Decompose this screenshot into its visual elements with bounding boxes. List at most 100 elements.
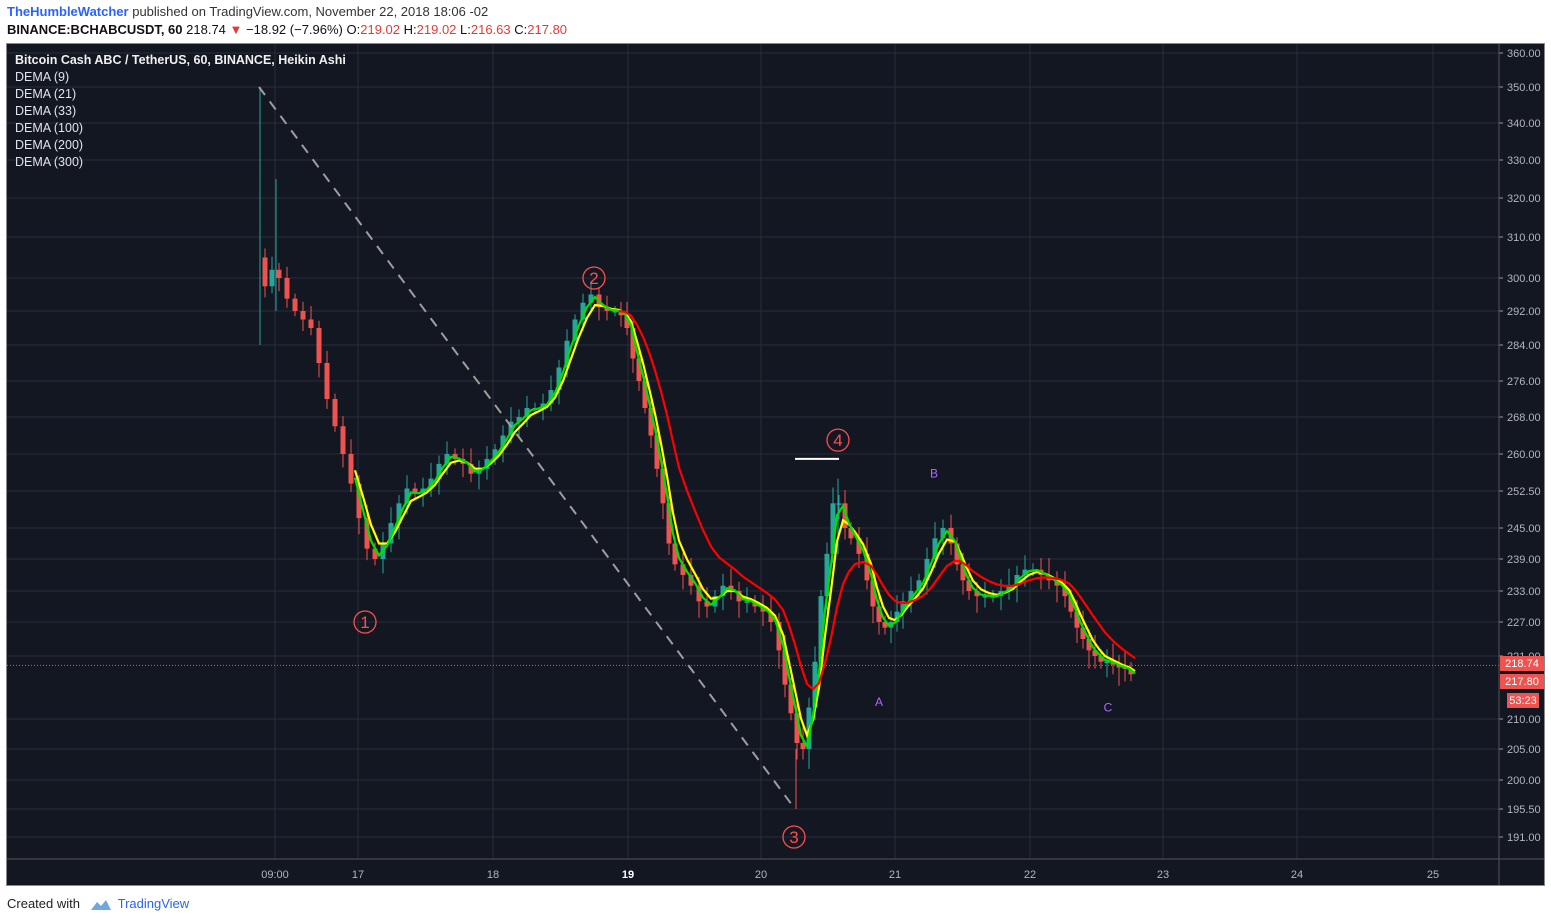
- candle-body: [636, 358, 642, 381]
- legend-overlay: Bitcoin Cash ABC / TetherUS, 60, BINANCE…: [15, 52, 346, 171]
- candle-body: [452, 454, 458, 459]
- wave-4-circle: [826, 428, 850, 452]
- price-axis-label: 284.00: [1507, 340, 1541, 352]
- price-axis-label: 350.00: [1507, 82, 1541, 94]
- candle-body: [982, 596, 988, 598]
- candle-body: [704, 601, 710, 607]
- time-axis-label: 20: [755, 869, 767, 881]
- time-axis-label: 09:00: [261, 869, 289, 881]
- candle-body: [492, 449, 498, 459]
- chart-title: Bitcoin Cash ABC / TetherUS, 60, BINANCE…: [15, 53, 346, 67]
- candle-body: [908, 591, 914, 602]
- indicator-dema-200[interactable]: DEMA (200): [15, 138, 84, 152]
- close-label: C:: [514, 22, 528, 37]
- candle-body: [412, 488, 418, 494]
- price-tag: [1500, 656, 1544, 671]
- price-axis-label: 260.00: [1507, 449, 1541, 461]
- candle-body: [812, 661, 818, 708]
- candle-body: [642, 381, 648, 408]
- candle-body: [974, 591, 980, 597]
- candle-body: [516, 417, 522, 422]
- time-axis-label: 22: [1024, 869, 1036, 881]
- indicator-dema-33[interactable]: DEMA (33): [15, 104, 77, 118]
- price-axis-label: 210.00: [1507, 714, 1541, 726]
- author-link[interactable]: TheHumbleWatcher: [7, 4, 129, 19]
- chart-canvas[interactable]: 360.00 350.00 340.00 330.00 320.00 310.00 300.…: [7, 44, 1544, 885]
- price-axis-label: 320.00: [1507, 193, 1541, 205]
- price-axis-label: 245.00: [1507, 523, 1541, 535]
- price-axis-label: 239.00: [1507, 554, 1541, 566]
- indicator-dema-21[interactable]: DEMA (21): [15, 87, 77, 101]
- wave-2-label: 2: [589, 269, 598, 288]
- ohlc-line: BINANCE:BCHABCUSDT, 60 218.74 ▼ −18.92 (…: [7, 22, 567, 37]
- high-label: H:: [403, 22, 417, 37]
- candle-body: [269, 269, 275, 287]
- price-tag-label: 53:23: [1509, 695, 1537, 707]
- published-text: published on TradingView.com, November 2…: [132, 4, 489, 19]
- candle-body: [308, 319, 314, 328]
- candle-body: [630, 328, 636, 359]
- candle-body: [548, 390, 554, 404]
- chart-panel[interactable]: 360.00 350.00 340.00 330.00 320.00 310.00 300.…: [6, 43, 1545, 886]
- candle-body: [396, 503, 402, 524]
- candle-body: [524, 408, 530, 417]
- candle-body: [1068, 596, 1074, 612]
- candle-body: [836, 503, 842, 505]
- candle-body: [1098, 656, 1104, 662]
- last-price: 218.74: [186, 22, 226, 37]
- candle-body: [882, 622, 888, 628]
- candle-body: [940, 528, 946, 539]
- price-axis-label: 195.50: [1507, 804, 1541, 816]
- indicator-dema-300[interactable]: DEMA (300): [15, 155, 84, 169]
- candle-body: [666, 503, 672, 544]
- candle-body: [604, 306, 610, 311]
- footer: Created with TradingView: [7, 896, 189, 911]
- symbol-label: BINANCE:BCHABCUSDT, 60: [7, 22, 183, 37]
- candle-body: [276, 269, 282, 278]
- candle-body: [404, 488, 410, 504]
- time-axis-label: 17: [352, 869, 364, 881]
- wave-1-circle: [353, 610, 377, 634]
- candle-body: [924, 559, 930, 581]
- chart-background: [7, 44, 1544, 885]
- price-tag-label: 218.74: [1505, 658, 1539, 670]
- price-axis-label: 233.00: [1507, 586, 1541, 598]
- candle-body: [612, 311, 618, 313]
- price-axis-label: 340.00: [1507, 118, 1541, 130]
- candle-body: [768, 611, 774, 622]
- candle-body: [842, 503, 848, 528]
- indicator-dema-100[interactable]: DEMA (100): [15, 121, 84, 135]
- price-tag: [1500, 674, 1544, 689]
- candle-body: [830, 503, 836, 554]
- candle-body: [436, 463, 442, 479]
- candle-body: [1074, 611, 1080, 628]
- candle-body: [864, 553, 870, 581]
- candle-body: [372, 548, 378, 559]
- candle-body: [340, 426, 346, 454]
- candle-body: [960, 564, 966, 581]
- candle-body: [966, 580, 972, 591]
- tradingview-link[interactable]: TradingView: [117, 896, 190, 911]
- time-axis-label: 19: [622, 869, 634, 881]
- indicator-dema-9[interactable]: DEMA (9): [15, 70, 70, 84]
- candle-body: [818, 596, 824, 662]
- wave-3-circle: [782, 825, 806, 849]
- candle-body: [1080, 627, 1086, 639]
- candle-body: [782, 650, 788, 685]
- candle-body: [1062, 585, 1068, 597]
- candle-body: [932, 538, 938, 559]
- wave-4-label: 4: [833, 431, 842, 450]
- candle-body: [776, 622, 782, 651]
- candle-body: [388, 523, 394, 544]
- candle-body: [444, 454, 450, 464]
- time-axis-label: 21: [889, 869, 901, 881]
- candle-body: [672, 543, 678, 565]
- time-axis-label: 18: [487, 869, 499, 881]
- candle-body: [500, 435, 506, 450]
- candle-body: [794, 713, 800, 743]
- candle-body: [556, 367, 562, 390]
- wave-2-circle: [582, 266, 606, 290]
- time-axis-label: 25: [1427, 869, 1439, 881]
- candle-body: [300, 311, 306, 320]
- candle-body: [680, 564, 686, 575]
